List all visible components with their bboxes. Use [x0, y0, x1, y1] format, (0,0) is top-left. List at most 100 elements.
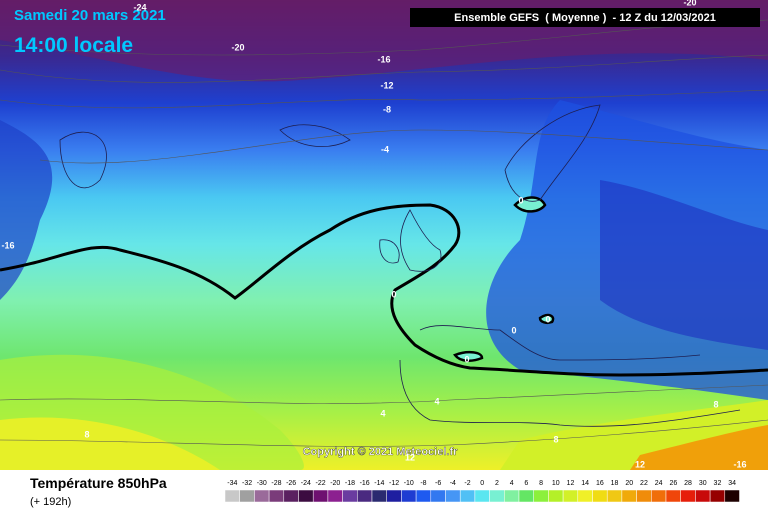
contour-label: 0	[391, 289, 396, 299]
scale-swatch	[695, 489, 711, 503]
scale-swatch	[621, 489, 637, 503]
scale-swatch	[239, 489, 255, 503]
date: Samedi 20 mars 2021	[14, 7, 166, 24]
scale-label: 10	[552, 480, 560, 487]
scale-label: 14	[581, 480, 589, 487]
scale-swatch	[562, 489, 579, 503]
scale-label: -20	[330, 480, 340, 487]
scale-swatch	[533, 489, 549, 503]
contour-label: -24	[133, 2, 146, 12]
zero-isotherm	[0, 203, 768, 377]
scale-label: -2	[464, 480, 470, 487]
scale-swatch	[504, 489, 520, 503]
scale-label: -22	[315, 480, 325, 487]
color-scale: -34 -32 -30 -28 -26 -24 -22 -20 -18 -16 -14 -12 -10-…	[224, 480, 740, 503]
scale-swatch	[445, 489, 461, 503]
contour-label: 12	[635, 459, 645, 469]
contour-label: 12	[405, 452, 415, 462]
scale-swatch	[577, 489, 593, 503]
scale-swatch	[415, 489, 432, 503]
scale-label: -8	[420, 480, 426, 487]
scale-label: -28	[271, 480, 281, 487]
model-info: Ensemble GEFS ( Moyenne ) - 12 Z du 12/0…	[454, 12, 716, 24]
cold-region	[600, 180, 768, 350]
contour-label: -12	[380, 80, 393, 90]
scale-label: -14	[374, 480, 384, 487]
scale-swatch	[254, 489, 270, 503]
contour-label: -16	[1, 240, 14, 250]
scale-label: -6	[435, 480, 441, 487]
scale-label: -18	[345, 480, 355, 487]
scale-swatch	[327, 489, 343, 503]
scale-swatch	[459, 489, 476, 503]
scale-label: 18	[611, 480, 619, 487]
scale-swatch	[312, 489, 329, 503]
warm-region	[0, 417, 220, 470]
contour-label: -20	[683, 0, 696, 7]
scale-label: 16	[596, 480, 604, 487]
copyright: Copyright © 2021 Meteociel.fr	[303, 446, 459, 458]
contour-label: -8	[383, 104, 391, 114]
scale-label: 12	[567, 480, 575, 487]
footer-title: Température 850hPa	[30, 475, 167, 491]
scale-swatch	[298, 489, 314, 503]
scale-label: 22	[640, 480, 648, 487]
scale-label: -10	[404, 480, 414, 487]
cold-region	[0, 120, 53, 300]
footer-subtitle: (+ 192h)	[30, 496, 71, 508]
contour-label: 4	[380, 408, 385, 418]
scale-swatch	[709, 489, 726, 503]
scale-label: 6	[524, 480, 528, 487]
warm-region	[630, 425, 768, 470]
contour-label: 8	[553, 434, 558, 444]
contour-label: 0	[518, 195, 523, 205]
scale-swatch	[430, 489, 446, 503]
scale-label: 28	[684, 480, 692, 487]
scale-swatch	[474, 489, 490, 503]
contour-label: -20	[231, 42, 244, 52]
contour-labels: -24 -20 -20 -16 -12 -8 -4 0 -16 0 0 0 0 4 4 8 8 8 12 12 -16	[1, 0, 746, 469]
contour-label: 0	[545, 314, 550, 324]
scale-swatch	[371, 489, 387, 503]
scale-swatch	[224, 489, 240, 503]
contour-label: -16	[377, 54, 390, 64]
scale-label: 0	[480, 480, 484, 487]
scale-label: 4	[510, 480, 514, 487]
scale-label: -4	[450, 480, 456, 487]
scale-swatch	[680, 489, 696, 503]
scale-label: -32	[242, 480, 252, 487]
scale-swatch	[489, 489, 505, 503]
model-box	[410, 8, 760, 27]
contour-label: -4	[381, 144, 389, 154]
zero-isotherm	[453, 196, 555, 362]
contour-label: 8	[84, 429, 89, 439]
scale-swatch	[651, 489, 667, 503]
time: 14:00 locale	[14, 34, 133, 57]
scale-swatch	[724, 489, 740, 503]
scale-swatch	[342, 489, 358, 503]
contour-label: 4	[434, 396, 439, 406]
scale-swatch	[592, 489, 608, 503]
scale-label: 2	[495, 480, 499, 487]
scale-swatch	[548, 489, 564, 503]
scale-swatch	[518, 489, 534, 503]
scale-swatch	[386, 489, 402, 503]
contour-label: 0	[511, 325, 516, 335]
scale-swatch	[665, 489, 681, 503]
scale-label: -12	[389, 480, 399, 487]
scale-label: 30	[699, 480, 707, 487]
scale-swatch	[636, 489, 652, 503]
scale-label: 24	[655, 480, 663, 487]
scale-swatch	[283, 489, 299, 503]
scale-swatch	[606, 489, 623, 503]
scale-label: 20	[625, 480, 633, 487]
scale-swatch	[401, 489, 417, 503]
scale-swatch	[268, 489, 285, 503]
contour-label: 0	[464, 354, 469, 364]
scale-label: -16	[360, 480, 370, 487]
contour-label: 8	[713, 399, 718, 409]
scale-label: 32	[714, 480, 722, 487]
scale-swatch	[357, 489, 373, 503]
